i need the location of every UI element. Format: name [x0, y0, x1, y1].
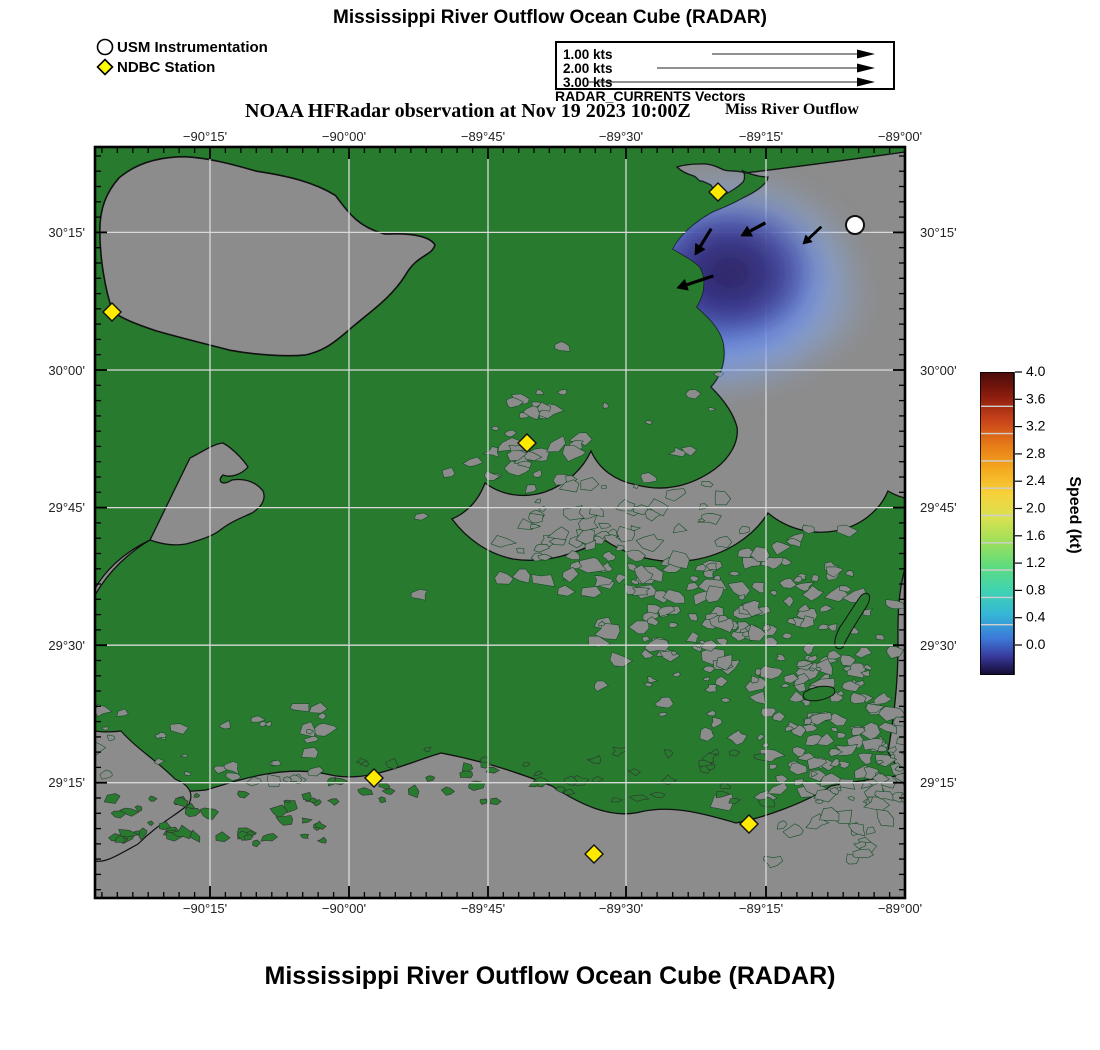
svg-text:−90°15': −90°15' [183, 129, 227, 144]
svg-text:4.0: 4.0 [1026, 365, 1046, 379]
svg-text:29°15': 29°15' [48, 775, 85, 790]
svg-text:29°30': 29°30' [920, 638, 957, 653]
svg-text:2.00 kts: 2.00 kts [563, 61, 613, 76]
svg-text:2.4: 2.4 [1026, 472, 1046, 488]
svg-text:−89°15': −89°15' [739, 129, 783, 144]
svg-text:1.2: 1.2 [1026, 554, 1046, 570]
svg-text:−89°30': −89°30' [599, 129, 643, 144]
svg-text:30°15': 30°15' [48, 225, 85, 240]
svg-text:30°00': 30°00' [48, 363, 85, 378]
svg-text:0.8: 0.8 [1026, 581, 1046, 597]
svg-text:0.4: 0.4 [1026, 609, 1046, 625]
svg-text:2.8: 2.8 [1026, 445, 1046, 461]
svg-text:−89°45': −89°45' [461, 129, 505, 144]
svg-text:3.2: 3.2 [1026, 418, 1046, 434]
svg-text:1.6: 1.6 [1026, 527, 1046, 543]
svg-text:29°45': 29°45' [48, 500, 85, 515]
svg-text:Speed (kt): Speed (kt) [1066, 476, 1083, 553]
svg-text:2.0: 2.0 [1026, 500, 1046, 516]
svg-text:29°45': 29°45' [920, 500, 957, 515]
svg-text:29°15': 29°15' [920, 775, 957, 790]
svg-text:29°30': 29°30' [48, 638, 85, 653]
svg-text:3.6: 3.6 [1026, 390, 1046, 406]
svg-text:30°15': 30°15' [920, 225, 957, 240]
svg-text:30°00': 30°00' [920, 363, 957, 378]
svg-text:1.00 kts: 1.00 kts [563, 47, 613, 62]
svg-text:−90°00': −90°00' [322, 129, 366, 144]
svg-text:0.0: 0.0 [1026, 636, 1046, 652]
